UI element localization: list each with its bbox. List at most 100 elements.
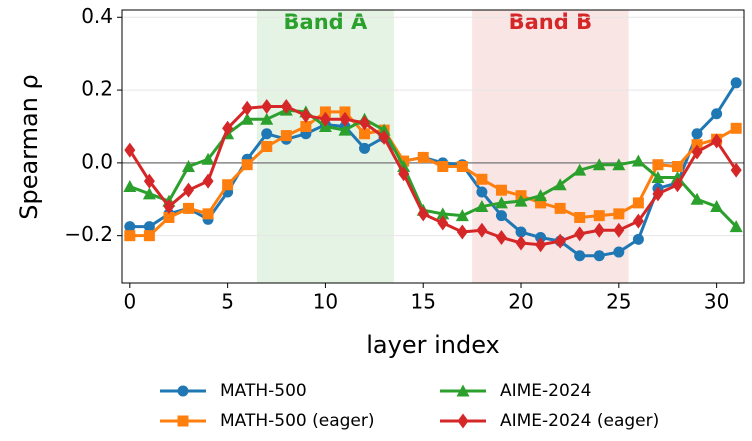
data-point [515,235,527,251]
data-point [593,210,605,222]
data-point [535,237,547,253]
data-point [201,152,215,165]
x-tick-label: 5 [221,290,234,314]
data-point [690,192,704,205]
data-point [495,210,507,222]
band [256,10,394,283]
data-point [417,206,429,222]
x-tick-label: 10 [313,290,338,314]
y-tick-label: −0.2 [64,222,113,246]
data-point [280,98,292,114]
data-point [124,230,136,242]
data-point [592,158,606,171]
legend-marker [177,385,189,397]
data-point [163,199,175,215]
data-point [476,186,488,198]
data-point [241,159,253,171]
data-point [574,211,586,223]
series [124,98,742,253]
data-point [456,161,468,173]
data-point [300,108,312,124]
x-tick-label: 20 [508,290,533,314]
data-point [632,233,644,245]
data-point [222,120,234,136]
legend-label: AIME-2024 (eager) [500,411,659,431]
data-point [671,161,683,173]
data-point [359,128,371,140]
line [129,81,738,258]
data-point [495,230,507,245]
data-point [183,182,195,198]
data-point [143,230,155,242]
data-point [554,202,566,214]
y-tick-label: 0.2 [81,77,113,101]
legend-label: AIME-2024 [500,381,591,401]
data-point [261,128,273,140]
data-point [280,130,292,142]
data-point [378,129,390,145]
data-point [553,178,567,191]
legend-marker [456,384,470,397]
data-point [143,221,155,233]
data-point [417,151,429,163]
data-point [222,179,234,191]
x-tick-label: 0 [123,290,136,314]
data-point [691,128,703,140]
data-point [515,226,527,238]
data-point [163,211,175,223]
series [124,106,742,242]
y-tick-label: 0.0 [81,149,113,173]
legend-label: MATH-500 (eager) [220,411,375,431]
data-point [632,213,644,229]
data-point [729,220,743,233]
data-point [123,180,137,193]
data-point [574,250,586,262]
data-point [711,133,723,149]
data-point [593,222,605,238]
data-point [573,163,587,176]
data-point [476,222,488,238]
x-tick-label: 15 [410,290,435,314]
data-point [142,187,156,200]
data-point [730,122,742,134]
x-tick-label: 25 [606,290,631,314]
y-tick-label: 0.4 [81,4,113,28]
data-point [514,194,528,207]
data-point [494,196,508,209]
data-point [652,159,664,171]
data-point [613,208,625,220]
band-label: Band B [509,10,592,34]
y-axis-label: Spearman ρ [15,74,43,220]
data-point [710,200,724,213]
data-point [613,246,625,258]
data-point [652,186,664,202]
data-point [730,162,742,178]
data-point [398,166,410,182]
legend-label: MATH-500 [220,381,307,401]
data-point [183,202,195,214]
data-point [261,141,273,152]
data-point [631,154,645,167]
data-point [437,161,449,173]
data-point [124,221,136,233]
data-point [495,184,507,196]
data-point [359,115,371,131]
data-point [476,173,488,185]
data-point [475,200,489,213]
data-point [455,209,469,222]
legend-marker [457,413,469,429]
x-axis-label: layer index [366,331,500,359]
data-point [124,142,136,158]
data-point [240,112,254,125]
data-point [339,111,351,127]
data-point [691,144,703,160]
data-point [359,142,371,154]
data-point [612,158,626,171]
data-point [241,100,253,116]
data-point [377,123,391,136]
legend-marker [177,415,189,427]
band-label: Band A [284,10,368,34]
data-point [730,77,742,89]
data-point [261,98,273,114]
